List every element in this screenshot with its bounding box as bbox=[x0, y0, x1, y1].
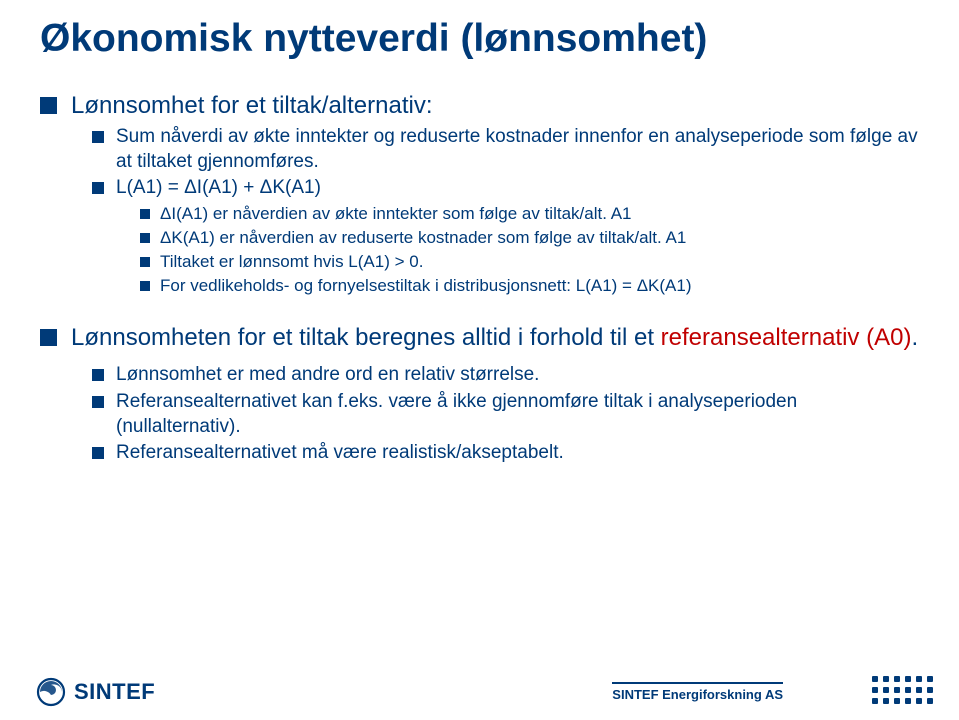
bullet-text: Lønnsomhet for et tiltak/alternativ: bbox=[71, 91, 919, 121]
bullet-text: For vedlikeholds- og fornyelsestiltak i … bbox=[160, 275, 919, 297]
logo-text: SINTEF bbox=[74, 679, 155, 705]
footer: SINTEF SINTEF Energiforskning AS bbox=[0, 664, 959, 720]
square-bullet-icon bbox=[40, 97, 57, 114]
bullet-l3: ΔI(A1) er nåverdien av økte inntekter so… bbox=[140, 203, 919, 225]
square-bullet-icon bbox=[140, 233, 150, 243]
page-title: Økonomisk nytteverdi (lønnsomhet) bbox=[40, 18, 919, 61]
bullet-text: Lønnsomhet er med andre ord en relativ s… bbox=[116, 363, 919, 388]
bullet-l2: Referansealternativet må være realistisk… bbox=[92, 441, 919, 466]
sintef-swirl-icon bbox=[36, 677, 66, 707]
spacer bbox=[40, 299, 919, 323]
bullet-text: Sum nåverdi av økte inntekter og reduser… bbox=[116, 125, 919, 174]
bullet-text-red: referansealternativ (A0) bbox=[661, 324, 912, 351]
square-bullet-icon bbox=[92, 131, 104, 143]
bullet-text: Tiltaket er lønnsomt hvis L(A1) > 0. bbox=[160, 251, 919, 273]
bullet-text-pre: Lønnsomheten for et tiltak beregnes allt… bbox=[71, 324, 661, 351]
square-bullet-icon bbox=[140, 209, 150, 219]
bullet-l3: ΔK(A1) er nåverdien av reduserte kostnad… bbox=[140, 227, 919, 249]
bullet-text: ΔK(A1) er nåverdien av reduserte kostnad… bbox=[160, 227, 919, 249]
org-name: SINTEF Energiforskning AS bbox=[612, 682, 783, 702]
square-bullet-icon bbox=[92, 396, 104, 408]
bullet-text: Lønnsomheten for et tiltak beregnes allt… bbox=[71, 323, 919, 353]
content: Lønnsomhet for et tiltak/alternativ: Sum… bbox=[40, 91, 919, 720]
bullet-text-post: . bbox=[911, 324, 918, 351]
square-bullet-icon bbox=[140, 257, 150, 267]
square-bullet-icon bbox=[92, 369, 104, 381]
bullet-text: ΔI(A1) er nåverdien av økte inntekter so… bbox=[160, 203, 919, 225]
bullet-text: Referansealternativet kan f.eks. være å … bbox=[116, 390, 919, 439]
square-bullet-icon bbox=[92, 447, 104, 459]
bullet-text: Referansealternativet må være realistisk… bbox=[116, 441, 919, 466]
square-bullet-icon bbox=[140, 281, 150, 291]
bullet-l3: For vedlikeholds- og fornyelsestiltak i … bbox=[140, 275, 919, 297]
bullet-l2: Lønnsomhet er med andre ord en relativ s… bbox=[92, 363, 919, 388]
square-bullet-icon bbox=[40, 329, 57, 346]
bullet-l2: Referansealternativet kan f.eks. være å … bbox=[92, 390, 919, 439]
slide: Økonomisk nytteverdi (lønnsomhet) Lønnso… bbox=[0, 0, 959, 720]
bullet-text: L(A1) = ΔI(A1) + ΔK(A1) bbox=[116, 176, 919, 201]
dot-grid-icon bbox=[872, 676, 933, 704]
logo: SINTEF bbox=[36, 677, 155, 707]
bullet-l2: Sum nåverdi av økte inntekter og reduser… bbox=[92, 125, 919, 174]
bullet-l3: Tiltaket er lønnsomt hvis L(A1) > 0. bbox=[140, 251, 919, 273]
bullet-l2: L(A1) = ΔI(A1) + ΔK(A1) bbox=[92, 176, 919, 201]
bullet-l1: Lønnsomheten for et tiltak beregnes allt… bbox=[40, 323, 919, 353]
square-bullet-icon bbox=[92, 182, 104, 194]
bullet-l1: Lønnsomhet for et tiltak/alternativ: bbox=[40, 91, 919, 121]
